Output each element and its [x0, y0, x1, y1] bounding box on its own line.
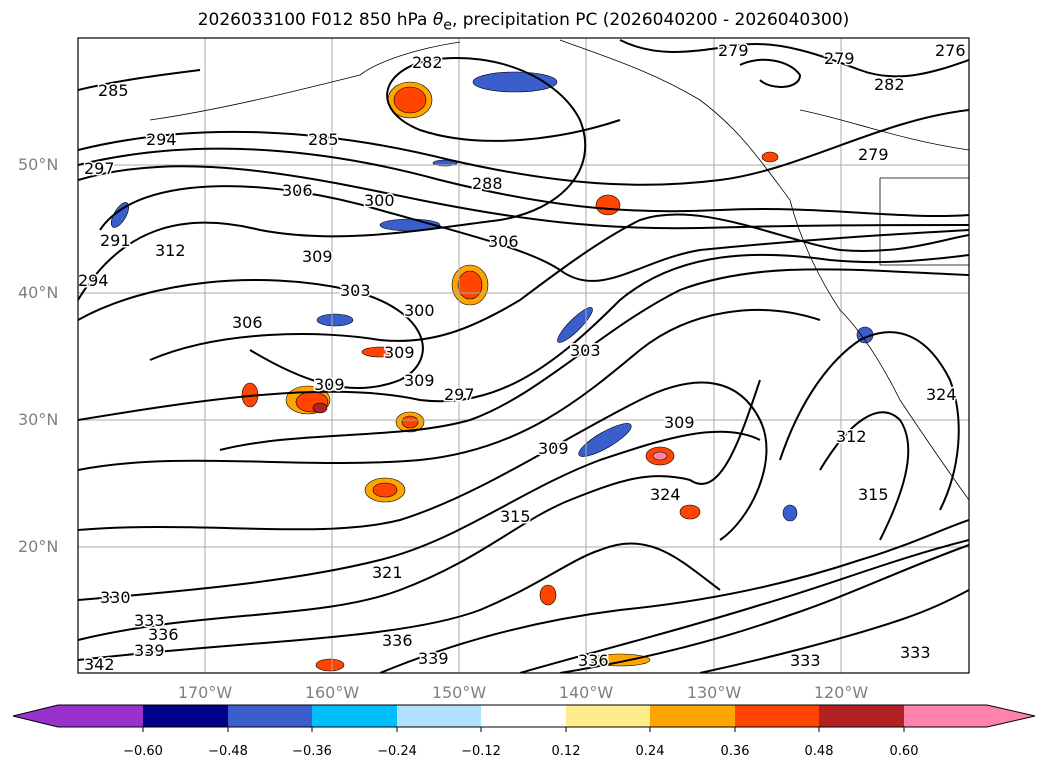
lat-label: 50°N: [18, 155, 59, 174]
contour-label: 342: [84, 655, 115, 674]
contour-label: 315: [500, 507, 531, 526]
contour-label: 276: [935, 41, 966, 60]
colorbar-tick-label: 0.36: [720, 744, 750, 759]
contour-label: 294: [78, 271, 109, 290]
colorbar-extend-min: [13, 705, 58, 727]
contour-label: 306: [488, 232, 519, 251]
contour-label: 279: [718, 41, 749, 60]
contour-label: 336: [382, 631, 413, 650]
colorbar-tick-label: 0.48: [804, 744, 834, 759]
colorbar-segment: [904, 705, 987, 727]
colorbar-segment: [650, 705, 735, 727]
colorbar-extend-max: [987, 705, 1035, 727]
contour-label: 282: [412, 53, 443, 72]
contour-label: 312: [155, 241, 186, 260]
colorbar-segment: [58, 705, 143, 727]
lon-label: 150°W: [431, 683, 487, 702]
contour-label: 330: [100, 588, 131, 607]
contour-label: 279: [858, 145, 889, 164]
coastline: [149, 39, 969, 501]
colorbar-segment: [819, 705, 904, 727]
contour-label: 303: [340, 281, 371, 300]
colorbar-segment: [735, 705, 819, 727]
contour-label: 291: [100, 231, 131, 250]
contour-label: 321: [372, 563, 403, 582]
lon-label: 160°W: [304, 683, 360, 702]
contour-label: 309: [404, 371, 435, 390]
contour-label: 309: [302, 247, 333, 266]
colorbar: [12, 704, 1036, 732]
lon-label: 130°W: [686, 683, 742, 702]
title-sub: e: [443, 17, 452, 34]
contour-label: 339: [134, 641, 165, 660]
colorbar-segment: [312, 705, 397, 727]
colorbar-segment: [397, 705, 481, 727]
contour-label: 315: [858, 485, 889, 504]
contour-label: 333: [134, 611, 165, 630]
contour-label: 324: [650, 485, 681, 504]
colorbar-segment: [143, 705, 228, 727]
contour-label: 336: [578, 651, 609, 670]
lat-label: 40°N: [18, 283, 59, 302]
colorbar-tick-label: −0.12: [461, 744, 501, 759]
colorbar-segment: [566, 705, 650, 727]
contour-label: 324: [926, 385, 957, 404]
contour-label: 309: [384, 343, 415, 362]
contour-label: 297: [84, 159, 115, 178]
contour-label: 303: [570, 341, 601, 360]
plot-title: 2026033100 F012 850 hPa θe, precipitatio…: [0, 10, 1047, 33]
colorbar-segment: [481, 705, 566, 727]
contour-label: 285: [98, 81, 129, 100]
colorbar-tick-label: −0.36: [292, 744, 332, 759]
colorbar-tick-label: −0.24: [377, 744, 417, 759]
contour-labels: 285 282 279 279 276 282 279 285 294 297 …: [78, 40, 967, 674]
colorbar-tick-label: 0.60: [889, 744, 919, 759]
title-theta: θ: [432, 10, 444, 30]
contour-label: 309: [664, 413, 695, 432]
contour-label: 336: [148, 625, 179, 644]
lon-label: 140°W: [558, 683, 614, 702]
colorbar-tick-label: 0.24: [635, 744, 665, 759]
theta-e-contours: [78, 39, 969, 673]
contour-label: 300: [364, 191, 395, 210]
contour-label: 294: [146, 130, 177, 149]
contour-label: 306: [282, 181, 313, 200]
map-frame: [77, 37, 970, 674]
contour-label: 288: [472, 174, 503, 193]
lon-label: 170°W: [177, 683, 233, 702]
contour-label: 282: [874, 75, 905, 94]
colorbar-tick-label: −0.48: [208, 744, 248, 759]
colorbar-segment: [228, 705, 312, 727]
contour-label: 300: [404, 301, 435, 320]
contour-label: 309: [538, 439, 569, 458]
lat-label: 30°N: [18, 410, 59, 429]
contour-label: 333: [900, 643, 931, 662]
contour-label: 309: [314, 375, 345, 394]
contour-label: 297: [444, 385, 475, 404]
contour-label: 333: [790, 651, 821, 670]
title-main: 2026033100 F012 850 hPa: [197, 10, 433, 30]
colorbar-tick-label: 0.12: [551, 744, 581, 759]
contour-label: 306: [232, 313, 263, 332]
contour-label: 312: [836, 427, 867, 446]
contour-label: 285: [308, 130, 339, 149]
title-rest: , precipitation PC (2026040200 - 2026040…: [451, 10, 850, 30]
colorbar-tick-label: −0.60: [123, 744, 163, 759]
gridlines: [78, 38, 969, 673]
contour-label: 279: [824, 49, 855, 68]
lat-label: 20°N: [18, 537, 59, 556]
lon-label: 120°W: [813, 683, 869, 702]
contour-label: 339: [418, 649, 449, 668]
